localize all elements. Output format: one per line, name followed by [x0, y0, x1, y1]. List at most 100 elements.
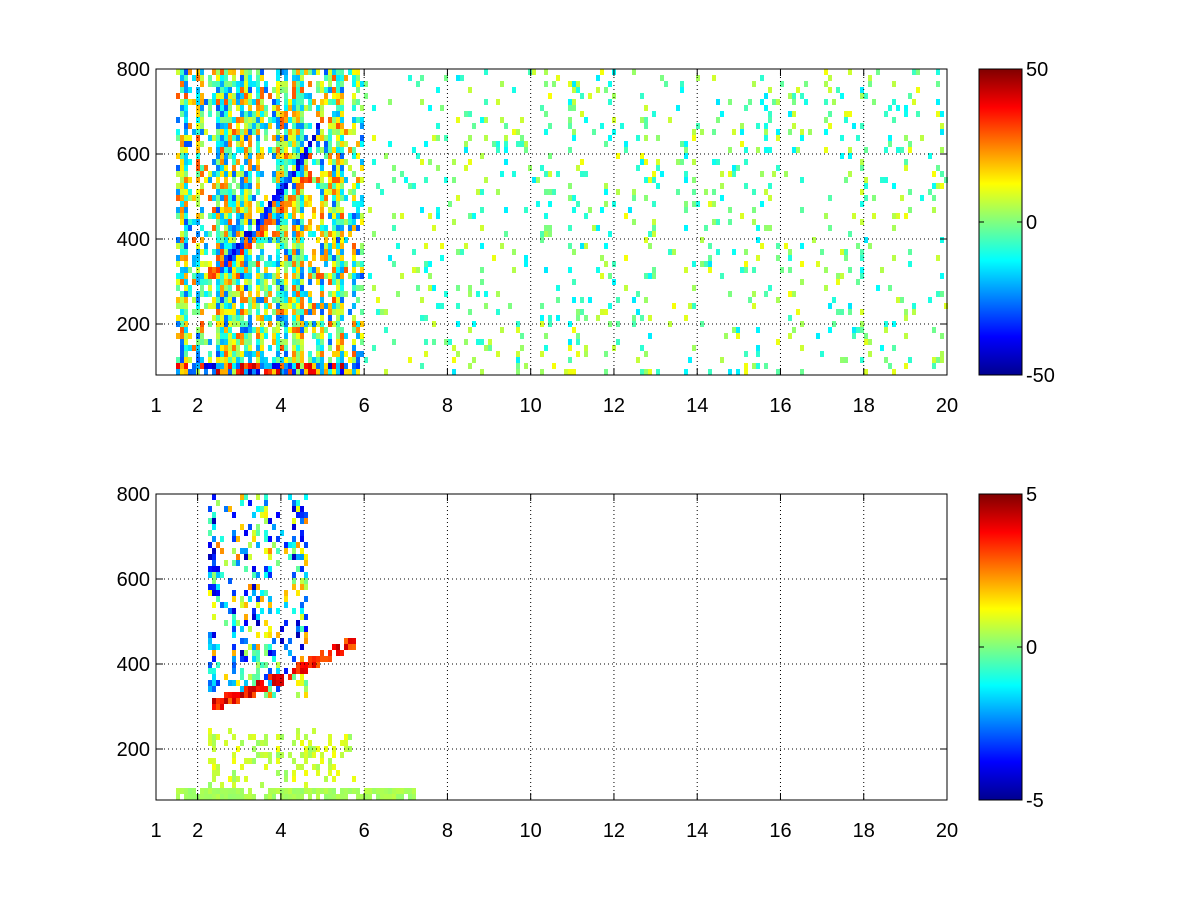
- heatmap-cell-2334: [868, 75, 872, 81]
- heatmap-cell-2112: [712, 75, 716, 81]
- heatmap-cell-253: [208, 291, 212, 297]
- heatmap-cell-2060: [672, 249, 676, 255]
- heatmap-cell-35: [208, 518, 212, 524]
- heatmap-cell-1783: [476, 189, 480, 195]
- heatmap-cell-2341: [880, 267, 884, 273]
- heatmap-cell-784: [260, 279, 264, 285]
- heatmap-cell-489: [232, 363, 236, 369]
- heatmap-cell-1316: [320, 243, 324, 249]
- heatmap-cell-444: [304, 596, 308, 602]
- heatmap-cell-196: [196, 93, 200, 99]
- heatmap-cell-2360: [892, 183, 896, 189]
- heatmap-cell-1586: [352, 225, 356, 231]
- heatmap-cell-2296: [848, 69, 852, 75]
- heatmap-cell-302: [216, 303, 220, 309]
- heatmap-cell-52: [212, 656, 216, 662]
- heatmap-cell-1853: [532, 69, 536, 75]
- heatmap-cell-682: [248, 219, 252, 225]
- heatmap-cell-2364: [896, 297, 900, 303]
- heatmap-cell-2143: [740, 141, 744, 147]
- heatmap-cell-43: [180, 273, 184, 279]
- heatmap-cell-445: [304, 584, 308, 590]
- heatmap-cell-1569: [352, 357, 356, 363]
- heatmap-cell-545: [236, 249, 240, 255]
- heatmap-cell-31: [208, 566, 212, 572]
- heatmap-cell-1326: [320, 177, 324, 183]
- heatmap-cell-637: [244, 201, 248, 207]
- heatmap-cell-308: [272, 692, 276, 698]
- heatmap-cell-1458: [336, 255, 340, 261]
- heatmap-cell-408: [300, 680, 304, 686]
- heatmap-cell-24: [208, 662, 212, 668]
- heatmap-cell-2279: [840, 153, 844, 159]
- heatmap-cell-324: [276, 674, 280, 680]
- heatmap-cell-2347: [884, 147, 888, 153]
- heatmap-cell-2306: [860, 327, 864, 333]
- heatmap-cell-208: [200, 285, 204, 291]
- heatmap-cell-265: [264, 692, 268, 698]
- heatmap-cell-2409: [936, 291, 940, 297]
- heatmap-cell-170: [196, 273, 200, 279]
- heatmap-cell-1277: [316, 321, 320, 327]
- heatmap-cell-1450: [336, 303, 340, 309]
- heatmap-cell-1100: [296, 363, 300, 369]
- heatmap-cell-721: [252, 123, 256, 129]
- heatmap-cell-536: [380, 794, 384, 800]
- heatmap-cell-733: [256, 327, 260, 333]
- heatmap-cell-1715: [424, 141, 428, 147]
- heatmap-cell-54: [212, 644, 216, 650]
- heatmap-cell-180: [244, 656, 248, 662]
- heatmap-cell-2009: [636, 309, 640, 315]
- heatmap-cell-2040: [652, 267, 656, 273]
- heatmap-cell-373: [292, 584, 296, 590]
- heatmap-cell-381: [220, 117, 224, 123]
- heatmap-cell-109: [184, 147, 188, 153]
- heatmap-cell-789: [260, 237, 264, 243]
- heatmap-cell-1338: [320, 81, 324, 87]
- heatmap-cell-209: [252, 746, 256, 752]
- heatmap-cell-254: [260, 662, 264, 668]
- heatmap-cell-2295: [848, 111, 852, 117]
- heatmap-cell-362: [220, 249, 224, 255]
- heatmap-cell-1706: [420, 99, 424, 105]
- heatmap-cell-471: [316, 764, 320, 770]
- heatmap-cell-169: [240, 596, 244, 602]
- heatmap-cell-2337: [872, 99, 876, 105]
- heatmap-cell-229: [200, 81, 204, 87]
- heatmap-cell-1009: [284, 165, 288, 171]
- heatmap-cell-1730: [436, 165, 440, 171]
- heatmap-cell-119: [184, 87, 188, 93]
- heatmap-cell-2391: [912, 99, 916, 105]
- heatmap-cell-345: [284, 770, 288, 776]
- heatmap-cell-366: [292, 770, 296, 776]
- heatmap-cell-451: [228, 309, 232, 315]
- heatmap-cell-948: [280, 279, 284, 285]
- heatmap-cell-897: [276, 297, 280, 303]
- heatmap-cell-1305: [320, 321, 324, 327]
- heatmap-cell-1250: [312, 369, 316, 375]
- heatmap-cell-1070: [292, 237, 296, 243]
- heatmap-cell-416: [224, 213, 228, 219]
- heatmap-cell-1817: [500, 81, 504, 87]
- heatmap-cell-1590: [352, 195, 356, 201]
- heatmap-cell-555: [236, 171, 240, 177]
- heatmap-cell-106: [184, 165, 188, 171]
- heatmap-cell-157: [240, 788, 244, 794]
- heatmap-cell-16: [176, 207, 180, 213]
- heatmap-cell-54: [180, 195, 184, 201]
- heatmap-cell-930: [276, 99, 280, 105]
- heatmap-cell-1030: [288, 303, 292, 309]
- heatmap-cell-191: [244, 494, 248, 500]
- heatmap-cell-1698: [416, 267, 420, 273]
- heatmap-cell-942: [280, 315, 284, 321]
- heatmap-cell-939: [280, 345, 284, 351]
- heatmap-cell-2387: [908, 141, 912, 147]
- heatmap-cell-1496: [340, 333, 344, 339]
- heatmap-cell-2051: [656, 159, 660, 165]
- heatmap-cell-1424: [332, 183, 336, 189]
- heatmap-cell-214: [252, 674, 256, 680]
- heatmap-cell-2129: [728, 171, 732, 177]
- heatmap-cell-642: [244, 171, 248, 177]
- heatmap-cell-938: [280, 357, 284, 363]
- heatmap-cell-2122: [720, 171, 724, 177]
